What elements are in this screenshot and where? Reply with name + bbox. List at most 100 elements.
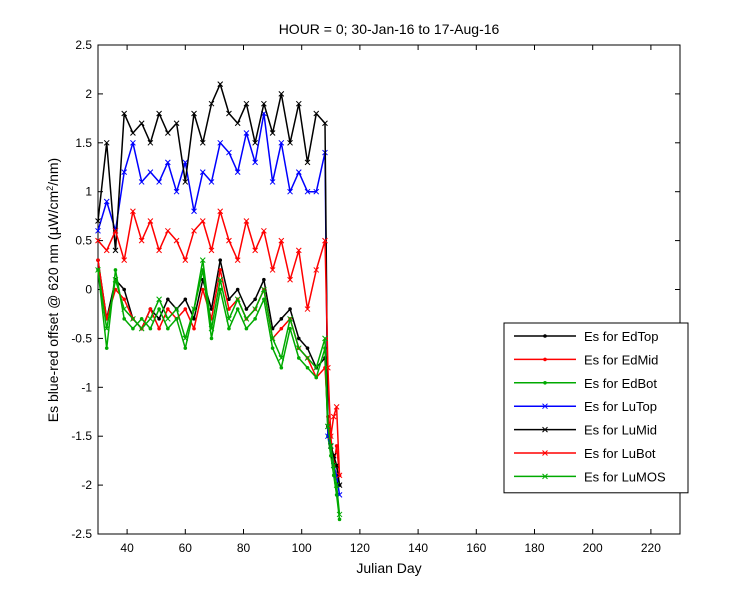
data-point-x-marker: [95, 218, 101, 224]
data-point-dot-marker: [157, 317, 161, 321]
legend-item: Es for LuMid: [514, 423, 657, 438]
data-point-x-marker: [173, 306, 180, 312]
x-tick-label: 160: [466, 541, 486, 555]
data-point-x-marker: [147, 139, 154, 146]
data-point-x-marker: [182, 335, 189, 342]
data-point-dot-marker: [305, 365, 310, 370]
data-point-dot-marker: [122, 287, 126, 292]
data-point-x-marker: [226, 110, 232, 117]
x-tick-label: 100: [292, 541, 312, 555]
data-point-dot-marker: [122, 317, 126, 321]
data-point-dot-marker: [183, 297, 188, 302]
data-point-dot-marker: [227, 297, 231, 302]
data-point-dot-marker: [192, 317, 196, 321]
data-point-x-marker: [199, 257, 206, 264]
y-tick-label: -2.5: [71, 527, 92, 541]
data-point-x-marker: [542, 450, 548, 456]
data-point-dot-marker: [200, 287, 205, 292]
data-point-x-marker: [322, 335, 328, 342]
legend-label: Es for LuMid: [584, 423, 657, 438]
data-point-x-marker: [243, 130, 250, 136]
legend-label: Es for LuBot: [584, 446, 656, 461]
data-point-x-marker: [304, 355, 311, 361]
data-point-x-marker: [95, 227, 101, 234]
data-point-x-marker: [103, 139, 110, 146]
data-point-x-marker: [182, 257, 189, 264]
data-point-dot-marker: [192, 326, 196, 331]
data-point-x-marker: [252, 139, 258, 146]
x-tick-label: 140: [408, 541, 428, 555]
axis-ticks: 40 60 80 100 120 140 160 180 200 220-2.5-2-1.5-1-…: [71, 38, 680, 555]
data-point-x-marker: [287, 139, 293, 146]
data-point-dot-marker: [157, 326, 161, 331]
data-point-x-marker: [287, 276, 293, 283]
data-point-dot-marker: [253, 297, 257, 302]
data-point-dot-marker: [148, 307, 153, 311]
data-point-x-marker: [333, 482, 340, 488]
data-point-x-marker: [208, 325, 215, 332]
data-point-x-marker: [121, 169, 128, 175]
data-point-x-marker: [182, 179, 189, 185]
y-tick-label: 1.5: [75, 136, 92, 150]
legend-item: Es for EdTop: [514, 329, 658, 344]
series-3: [96, 268, 342, 522]
data-point-x-marker: [164, 315, 171, 322]
data-point-x-marker: [269, 179, 276, 185]
data-point-x-marker: [327, 443, 334, 449]
data-point-x-marker: [164, 227, 171, 234]
data-point-dot-marker: [337, 517, 342, 522]
data-point-dot-marker: [209, 336, 214, 341]
data-point-dot-marker: [183, 346, 188, 350]
data-point-dot-marker: [296, 336, 301, 341]
data-point-dot-marker: [113, 268, 118, 272]
data-point-x-marker: [130, 315, 136, 322]
series-line: [97, 210, 341, 476]
data-point-x-marker: [336, 511, 343, 518]
legend-item: Es for LuBot: [514, 446, 656, 461]
data-point-x-marker: [333, 404, 340, 410]
series-5: [95, 81, 343, 488]
data-point-x-marker: [269, 335, 276, 342]
data-point-dot-marker: [235, 287, 240, 292]
data-point-dot-marker: [104, 346, 109, 350]
data-point-x-marker: [156, 296, 162, 303]
data-point-x-marker: [130, 130, 136, 136]
data-point-x-marker: [295, 247, 302, 254]
data-point-x-marker: [156, 179, 162, 185]
data-point-x-marker: [304, 159, 311, 166]
data-point-dot-marker: [96, 258, 100, 262]
data-point-x-marker: [313, 267, 320, 273]
data-point-x-marker: [295, 345, 302, 352]
legend-box: [503, 322, 689, 494]
x-tick-label: 120: [350, 541, 370, 555]
data-point-x-marker: [217, 208, 224, 215]
y-tick-label: 2.5: [75, 38, 92, 52]
data-point-x-marker: [234, 296, 241, 303]
legend-label: Es for LuTop: [584, 399, 657, 414]
data-point-x-marker: [313, 364, 320, 371]
legend-item: Es for EdMid: [514, 352, 658, 367]
series-layer: [95, 81, 343, 522]
data-point-x-marker: [103, 247, 110, 254]
x-axis-label: Julian Day: [356, 560, 421, 576]
data-point-x-marker: [542, 403, 548, 410]
data-point-dot-marker: [288, 307, 292, 311]
series-line: [97, 269, 341, 520]
data-point-dot-marker: [262, 277, 266, 282]
data-point-x-marker: [147, 218, 154, 224]
y-axis-label-superscript: 2: [45, 186, 55, 191]
chart-title: HOUR = 0; 30-Jan-16 to 17-Aug-16: [279, 21, 500, 37]
data-point-x-marker: [217, 276, 224, 283]
data-point-dot-marker: [244, 326, 249, 331]
data-point-dot-marker: [227, 326, 231, 331]
data-point-x-marker: [208, 100, 215, 107]
data-point-x-marker: [138, 325, 145, 332]
legend: Es for EdTop Es for EdMid Es for EdBot Es f…: [503, 322, 689, 494]
data-point-x-marker: [95, 237, 101, 244]
y-tick-label: 0.5: [75, 234, 92, 248]
data-point-x-marker: [199, 218, 206, 224]
data-point-x-marker: [130, 208, 136, 215]
data-point-dot-marker: [270, 346, 275, 350]
data-point-x-marker: [103, 325, 110, 332]
